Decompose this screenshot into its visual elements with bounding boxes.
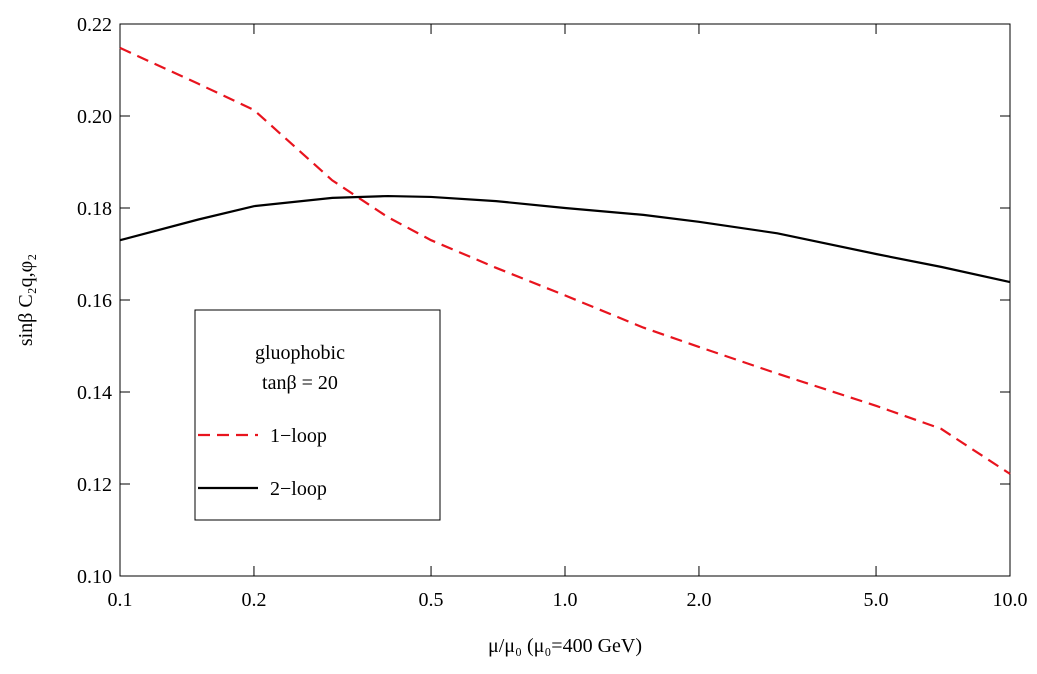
x-tick-label: 0.5 xyxy=(419,589,444,611)
x-axis-label: μ/μ₀ (μ₀=400 GeV) xyxy=(488,635,642,657)
x-tick-label: 1.0 xyxy=(553,589,578,611)
y-tick-label: 0.20 xyxy=(77,106,112,128)
x-tick-label: 10.0 xyxy=(993,589,1028,611)
legend-title: gluophobic xyxy=(255,342,345,364)
legend-title: tanβ = 20 xyxy=(262,372,338,394)
y-tick-label: 0.18 xyxy=(77,198,112,220)
y-tick-label: 0.16 xyxy=(77,290,112,312)
legend-label: 2−loop xyxy=(270,478,327,500)
y-tick-label: 0.22 xyxy=(77,14,112,36)
y-tick-label: 0.10 xyxy=(77,566,112,588)
legend-label: 1−loop xyxy=(270,425,327,447)
line-series xyxy=(119,46,1011,475)
legend-box xyxy=(194,309,441,521)
x-tick-label: 0.2 xyxy=(241,589,266,611)
y-axis-label: sinβ C₂q,φ₂ xyxy=(15,254,37,346)
y-tick-label: 0.12 xyxy=(77,474,112,496)
x-tick-label: 2.0 xyxy=(686,589,711,611)
x-tick-label: 0.1 xyxy=(108,589,133,611)
x-tick-label: 5.0 xyxy=(864,589,889,611)
y-tick-label: 0.14 xyxy=(77,382,112,404)
line-series xyxy=(119,194,1011,284)
